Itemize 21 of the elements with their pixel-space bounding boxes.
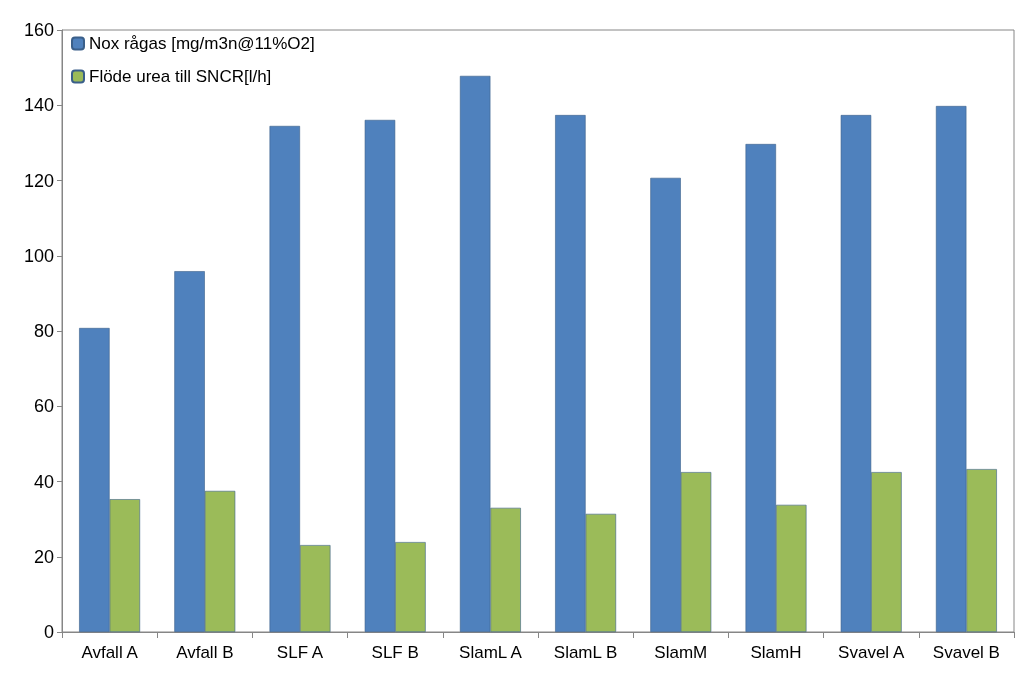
y-tick-label: 100 — [23, 245, 54, 266]
x-tick-label: Svavel B — [932, 643, 1000, 662]
y-tick-label: 120 — [23, 170, 54, 191]
x-tick-label: SlamM — [654, 643, 708, 662]
x-tick-label: SlamL A — [459, 643, 523, 662]
y-tick-label: 80 — [33, 321, 54, 341]
x-tick-label: Avfall A — [81, 643, 139, 662]
x-tick-label: SlamH — [750, 643, 802, 662]
x-tick-label: SLF B — [371, 643, 419, 662]
y-tick-label: 60 — [33, 396, 54, 417]
y-tick-label: 140 — [23, 95, 54, 116]
legend-label: Flöde urea till SNCR[l/h] — [89, 67, 272, 86]
y-tick-label: 160 — [23, 20, 54, 40]
y-tick-label: 0 — [43, 622, 54, 642]
x-tick-label: Avfall B — [176, 643, 234, 662]
y-tick-label: 40 — [33, 471, 54, 492]
x-tick-label: SlamL B — [553, 643, 618, 662]
x-tick-label: Svavel A — [838, 643, 905, 662]
legend-label: Nox rågas [mg/m3n@11%O2] — [89, 34, 315, 53]
y-tick-label: 20 — [33, 546, 54, 567]
x-tick-label: SLF A — [276, 643, 324, 662]
